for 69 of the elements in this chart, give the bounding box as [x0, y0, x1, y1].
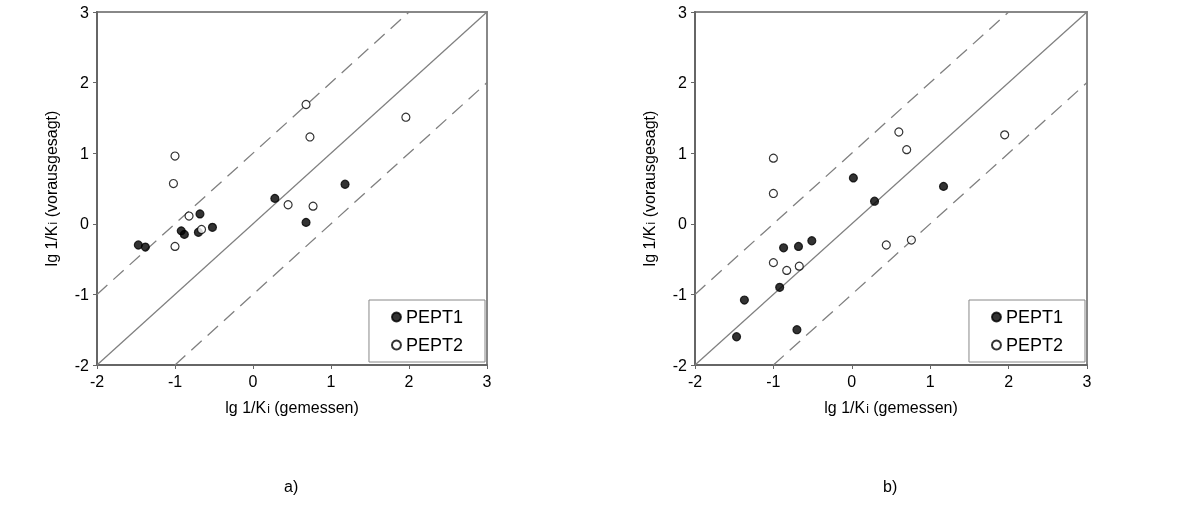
y-tick-label: -2 [74, 356, 90, 374]
text: a) [284, 477, 299, 495]
point [894, 127, 904, 137]
point [301, 99, 311, 110]
point [1000, 130, 1010, 140]
point [207, 222, 218, 232]
point [775, 282, 785, 292]
y-tick-label: 3 [80, 3, 90, 21]
point [906, 235, 916, 245]
point [308, 201, 318, 211]
x-tick-label: -1 [167, 372, 183, 390]
point [807, 236, 817, 246]
point [133, 240, 143, 250]
point [401, 112, 411, 122]
y-axis-title: lg 1/Ki (vorausgesagt) [42, 110, 60, 267]
y-tick-label: 2 [678, 74, 688, 92]
point [793, 241, 804, 251]
x-tick-label: 2 [404, 372, 414, 390]
point [938, 181, 949, 191]
y-tick-label: 1 [80, 144, 90, 162]
y-tick-label: 1 [678, 144, 688, 162]
point [731, 332, 742, 342]
point [196, 224, 207, 235]
y-tick-label: -1 [74, 285, 90, 303]
point [768, 258, 778, 268]
x-tick-label: -1 [766, 372, 781, 390]
x-tick-label: 2 [1004, 372, 1014, 390]
y-tick-label: 2 [80, 74, 90, 92]
y-tick-label: 3 [678, 3, 688, 21]
y-tick-label: 0 [80, 215, 90, 233]
point [779, 243, 789, 253]
x-tick-label: 0 [248, 372, 258, 390]
point [768, 188, 778, 199]
x-tick-label: 3 [1082, 372, 1092, 390]
point [170, 151, 180, 161]
legend-label: PEPT1 [1005, 307, 1064, 327]
point [848, 173, 858, 183]
legend-label: PEPT1 [405, 307, 464, 327]
point [195, 209, 205, 219]
point [140, 242, 150, 252]
point [739, 295, 749, 305]
x-tick-label: 3 [482, 372, 492, 390]
point [305, 132, 315, 142]
y-tick-label: 0 [678, 215, 688, 233]
point [340, 179, 350, 189]
point [168, 178, 179, 189]
legend-label: PEPT2 [405, 335, 464, 355]
x-axis-title: lg 1/Ki (gemessen) [824, 398, 958, 416]
point [283, 200, 293, 210]
point [782, 265, 792, 275]
x-axis-title: lg 1/Ki (gemessen) [225, 398, 359, 416]
y-tick-label: -1 [672, 285, 688, 303]
point [768, 153, 778, 163]
x-tick-label: 0 [847, 372, 857, 390]
point [902, 145, 912, 155]
text: b) [883, 477, 898, 495]
legend-label: PEPT2 [1005, 335, 1064, 355]
y-tick-label: -2 [672, 356, 688, 374]
point [794, 261, 804, 271]
point [184, 211, 194, 221]
point [792, 325, 802, 335]
point [301, 217, 311, 227]
point [170, 241, 180, 251]
x-tick-label: 1 [326, 372, 336, 390]
point [869, 196, 880, 206]
x-tick-label: 1 [925, 372, 935, 390]
y-axis-title: lg 1/Ki (vorausgesagt) [640, 110, 658, 267]
point [270, 193, 280, 203]
point [881, 240, 891, 250]
